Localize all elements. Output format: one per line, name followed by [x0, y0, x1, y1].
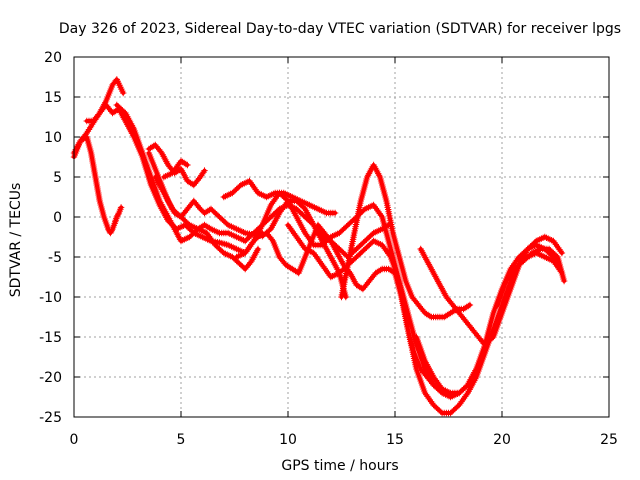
tick-layer: 0 5 10 15 20 25 -25 -20 -15 -10 -5 0 5 10 15 20	[39, 50, 618, 448]
y-tick-label: -15	[39, 330, 62, 346]
series-markers	[160, 157, 191, 181]
series-markers	[263, 221, 450, 397]
series-markers	[494, 245, 568, 309]
y-tick-label: 15	[44, 90, 62, 106]
series-track-7	[145, 141, 208, 189]
x-tick-label: 15	[386, 432, 404, 448]
series-track-8	[160, 157, 191, 181]
y-axis-label: SDTVAR / TECUs	[8, 183, 24, 298]
x-tick-label: 5	[177, 432, 186, 448]
chart-title: Day 326 of 2023, Sidereal Day-to-day VTE…	[59, 21, 621, 37]
y-tick-label: -25	[39, 410, 62, 426]
x-tick-label: 20	[493, 432, 511, 448]
series-markers	[338, 161, 474, 321]
series-track-12	[338, 161, 474, 321]
y-tick-label: 10	[44, 130, 62, 146]
x-tick-label: 25	[600, 432, 618, 448]
y-tick-label: -5	[48, 250, 62, 266]
y-tick-label: 0	[53, 210, 62, 226]
x-axis-label: GPS time / hours	[281, 458, 398, 474]
data-layer	[70, 76, 568, 417]
x-tick-label: 10	[279, 432, 297, 448]
x-tick-label: 0	[70, 432, 79, 448]
y-tick-label: 5	[53, 170, 62, 186]
y-tick-label: -10	[39, 290, 62, 306]
series-track-15	[494, 245, 568, 309]
series-track-16	[263, 221, 450, 397]
plot-border	[73, 56, 610, 418]
y-tick-label: 20	[44, 50, 62, 66]
y-tick-label: -20	[39, 370, 62, 386]
series-markers	[220, 177, 339, 217]
